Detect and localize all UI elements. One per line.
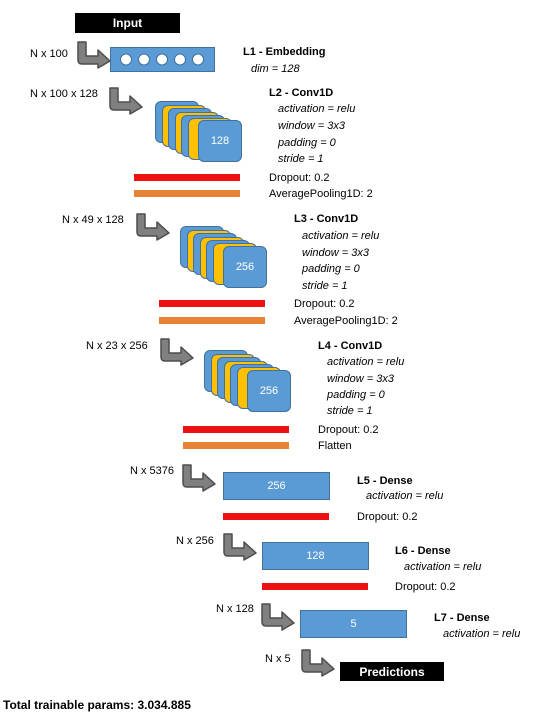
l4-param: activation = relu	[327, 356, 405, 368]
l1-arrow-icon	[76, 40, 112, 70]
l5-dense-block: 256	[223, 472, 330, 500]
l2-filters: 128	[210, 135, 230, 147]
output-shape: N x 5	[265, 653, 291, 665]
l3-param: stride = 1	[302, 280, 348, 292]
l5-arrow-icon	[181, 463, 217, 493]
l3-param: activation = relu	[302, 230, 380, 242]
l4-input-shape: N x 23 x 256	[86, 340, 148, 352]
l4-dropout-label: Dropout: 0.2	[318, 424, 379, 436]
l4-param: stride = 1	[327, 405, 373, 417]
predictions-box: Predictions	[340, 662, 444, 681]
l3-filters: 256	[235, 261, 255, 273]
l3-param: padding = 0	[302, 263, 360, 275]
l5-dropout-label: Dropout: 0.2	[357, 511, 418, 523]
l4-filters: 256	[259, 385, 279, 397]
l2-pool-bar	[134, 190, 240, 197]
l2-pool-label: AveragePooling1D: 2	[269, 188, 373, 200]
predictions-label: Predictions	[359, 664, 425, 679]
l4-param: padding = 0	[327, 389, 385, 401]
l1-param: dim = 128	[251, 63, 300, 75]
l7-units: 5	[350, 618, 357, 630]
l3-input-shape: N x 49 x 128	[62, 214, 124, 226]
feature-map-front: 256	[223, 246, 267, 288]
l1-title: L1 - Embedding	[243, 46, 326, 58]
l5-dropout-bar	[223, 513, 329, 520]
l6-units: 128	[306, 550, 325, 562]
l2-title: L2 - Conv1D	[269, 87, 334, 99]
l6-title: L6 - Dense	[395, 545, 451, 557]
l2-param: padding = 0	[278, 137, 336, 149]
l5-title: L5 - Dense	[357, 475, 413, 487]
l4-dropout-bar	[183, 426, 289, 433]
l3-arrow-icon	[135, 212, 171, 242]
l3-pool-label: AveragePooling1D: 2	[294, 315, 398, 327]
feature-map-front: 256	[247, 370, 291, 412]
l3-param: window = 3x3	[302, 247, 369, 259]
l6-param: activation = relu	[404, 561, 482, 573]
l2-param: stride = 1	[278, 153, 324, 165]
l2-param: activation = relu	[278, 103, 356, 115]
l6-arrow-icon	[222, 532, 258, 562]
l7-input-shape: N x 128	[216, 603, 254, 615]
l7-title: L7 - Dense	[434, 612, 490, 624]
l5-units: 256	[267, 480, 286, 492]
l1-input-shape: N x 100	[30, 48, 68, 60]
l2-arrow-icon	[108, 86, 144, 116]
l3-pool-bar	[159, 317, 265, 324]
l6-dropout-label: Dropout: 0.2	[395, 581, 456, 593]
l4-flatten-bar	[183, 442, 289, 449]
l5-param: activation = relu	[366, 490, 444, 502]
output-arrow-icon	[300, 648, 336, 678]
l3-dropout-label: Dropout: 0.2	[294, 298, 355, 310]
l4-title: L4 - Conv1D	[318, 340, 383, 352]
l7-arrow-icon	[260, 602, 296, 632]
l4-flatten-label: Flatten	[318, 440, 352, 452]
l4-arrow-icon	[159, 337, 195, 367]
l6-dropout-bar	[262, 583, 368, 590]
l5-input-shape: N x 5376	[130, 465, 175, 477]
input-box: Input	[75, 13, 180, 33]
l2-param: window = 3x3	[278, 120, 345, 132]
l6-dense-block: 128	[262, 542, 369, 570]
l2-dropout-label: Dropout: 0.2	[269, 172, 330, 184]
l6-input-shape: N x 256	[176, 535, 214, 547]
l4-param: window = 3x3	[327, 373, 394, 385]
l2-input-shape: N x 100 x 128	[30, 88, 98, 100]
l7-dense-block: 5	[300, 610, 407, 638]
embedding-block	[110, 47, 215, 72]
total-params: Total trainable params: 3.034.885	[3, 698, 191, 712]
feature-map-front: 128	[198, 120, 242, 162]
l7-param: activation = relu	[443, 628, 521, 640]
l3-title: L3 - Conv1D	[294, 213, 359, 225]
l3-dropout-bar	[159, 300, 265, 307]
input-label: Input	[112, 16, 143, 30]
l2-dropout-bar	[134, 174, 240, 181]
